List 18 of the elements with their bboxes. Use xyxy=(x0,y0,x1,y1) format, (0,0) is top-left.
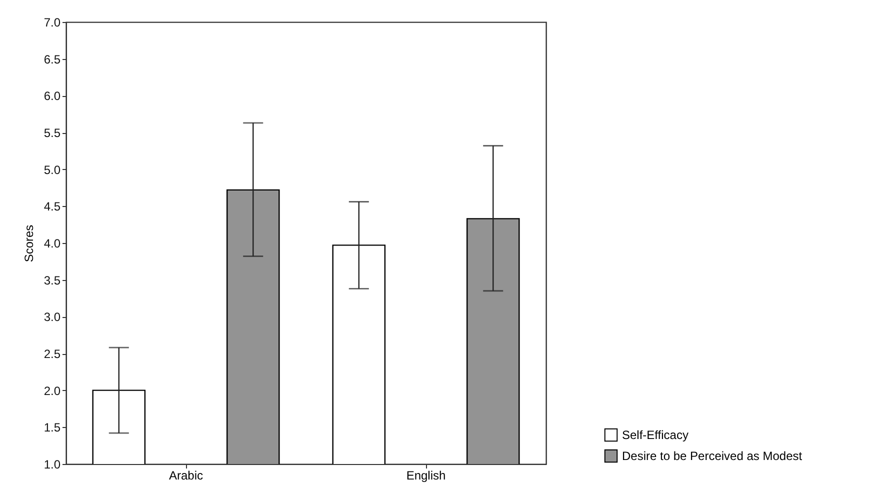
y-tick-label: 4.5 xyxy=(44,200,61,214)
y-tick-label: 5.0 xyxy=(44,162,61,177)
y-tick-label: 7.0 xyxy=(44,16,61,30)
y-tick-label: 5.5 xyxy=(44,126,61,140)
y-axis-title: Scores xyxy=(22,224,36,262)
legend-label: Self-Efficacy xyxy=(622,428,688,442)
y-tick-label: 6.5 xyxy=(44,52,61,66)
y-tick-label: 1.5 xyxy=(44,420,61,435)
y-tick-label: 3.5 xyxy=(44,273,61,288)
y-tick-label: 4.0 xyxy=(44,236,61,250)
legend-label: Desire to be Perceived as Modest xyxy=(622,449,803,463)
y-tick-label: 1.0 xyxy=(44,458,61,472)
y-tick-label: 2.0 xyxy=(44,384,61,398)
x-tick-label: English xyxy=(406,468,446,482)
y-tick-label: 6.0 xyxy=(44,89,61,104)
y-tick-label: 3.0 xyxy=(44,310,61,324)
y-tick-label: 2.5 xyxy=(44,347,61,361)
x-tick-label: Arabic xyxy=(168,468,204,482)
